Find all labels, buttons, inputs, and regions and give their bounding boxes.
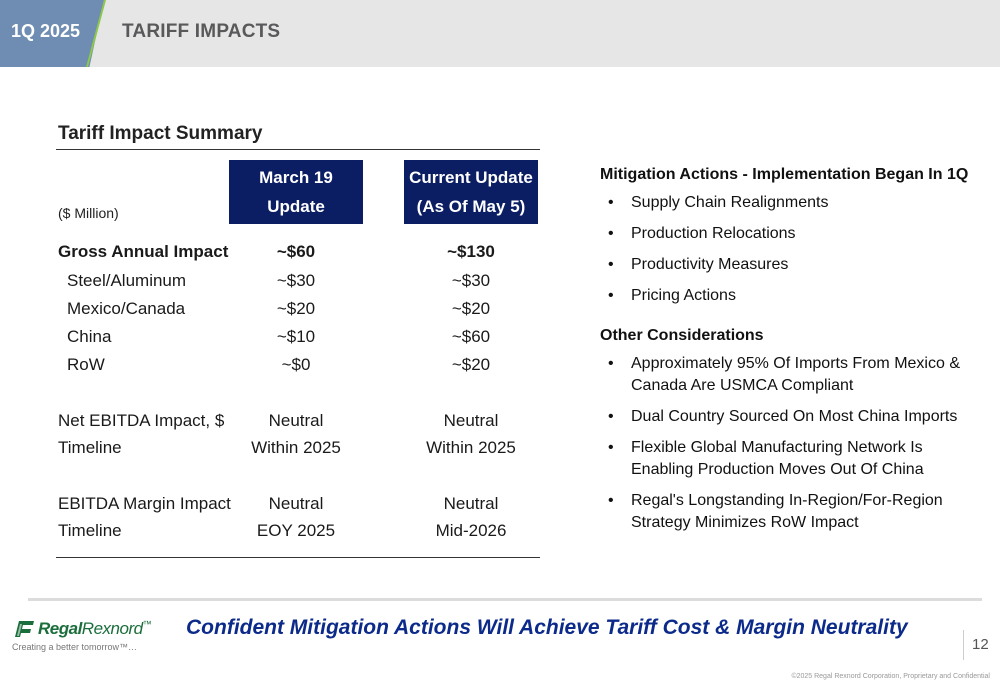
bullet-icon: • (608, 355, 614, 372)
list-item: • Pricing Actions (600, 285, 980, 307)
regal-rexnord-logo-icon (15, 621, 34, 637)
logo-word-regal: Regal (38, 619, 82, 638)
list-item-text: Canada Are USMCA Compliant (631, 377, 854, 394)
row-label: Timeline (58, 521, 122, 540)
bullet-icon: • (608, 256, 614, 273)
list-item-text: Pricing Actions (631, 287, 736, 304)
row-label: RoW (67, 355, 105, 374)
column-header-line: Current Update (409, 168, 533, 187)
list-item: • Approximately 95% Of Imports From Mexic… (600, 353, 980, 397)
row-label: Steel/Aluminum (67, 271, 187, 290)
march-19-value: Within 2025 (251, 438, 341, 457)
list-item: • Supply Chain Realignments (600, 192, 980, 214)
list-item: • Dual Country Sourced On Most China Impo… (600, 406, 980, 428)
march-19-value: ~$0 (281, 355, 311, 374)
mitigation-list: • Supply Chain Realignments • Production Re… (600, 192, 980, 307)
row-label: China (67, 327, 112, 346)
bullet-icon: • (608, 225, 614, 242)
table-row: EBITDA Margin Impact Neutral Neutral (0, 494, 560, 520)
list-item: • Regal's Longstanding In-Region/For-Regi… (600, 490, 980, 534)
march-19-value: ~$10 (276, 327, 316, 346)
table-bottom-rule (56, 557, 540, 558)
row-label: Net EBITDA Impact, $ (58, 411, 225, 430)
current-update-value: ~$20 (451, 355, 491, 374)
table-row: Timeline EOY 2025 Mid-2026 (0, 521, 560, 547)
bullet-icon: • (608, 492, 614, 509)
current-update-value: ~$60 (451, 327, 491, 346)
page-title: TARIFF IMPACTS (122, 21, 281, 42)
current-update-value: Within 2025 (426, 438, 516, 457)
list-item-text: Production Relocations (631, 225, 796, 242)
mitigation-section: Mitigation Actions - Implementation Bega… (600, 166, 980, 316)
march-19-value: ~$30 (276, 271, 316, 290)
row-label: Mexico/Canada (67, 299, 186, 318)
row-label: Gross Annual Impact (58, 242, 229, 261)
considerations-section: Other Considerations • Approximately 95% … (600, 327, 980, 543)
bullet-icon: • (608, 408, 614, 425)
table-top-rule (56, 149, 540, 150)
current-update-value: Neutral (443, 494, 499, 513)
list-item-text: Supply Chain Realignments (631, 194, 829, 211)
current-update-value: ~$130 (447, 242, 495, 261)
table-row: Gross Annual Impact ~$60 ~$130 (0, 242, 560, 268)
footer-rule (28, 598, 982, 601)
quarter-block (0, 0, 104, 67)
column-header-line: (As Of May 5) (416, 197, 526, 216)
footer-message: Confident Mitigation Actions Will Achiev… (186, 616, 908, 639)
table-row: Timeline Within 2025 Within 2025 (0, 438, 560, 464)
bullet-icon: • (608, 194, 614, 211)
bullet-icon: • (608, 439, 614, 456)
column-header-march-19: March 19 Update (229, 160, 363, 224)
list-item-text: Strategy Minimizes RoW Impact (631, 514, 859, 531)
current-update-value: ~$30 (451, 271, 491, 290)
company-logo: RegalRexnord™ (12, 618, 152, 640)
header-bar: 1Q 2025 TARIFF IMPACTS (0, 0, 1000, 67)
logo-trademark: ™ (142, 619, 152, 629)
column-header-line: March 19 Update (259, 168, 333, 216)
list-item-text: Approximately 95% Of Imports From Mexico… (631, 355, 960, 372)
copyright-notice: ©2025 Regal Rexnord Corporation, Proprie… (791, 673, 990, 680)
page-number: 12 (972, 636, 989, 653)
list-item-text: Dual Country Sourced On Most China Impor… (631, 408, 958, 425)
current-update-value: Neutral (443, 411, 499, 430)
table-title: Tariff Impact Summary (58, 123, 263, 144)
considerations-heading: Other Considerations (600, 327, 764, 344)
list-item: • Productivity Measures (600, 254, 980, 276)
bullet-icon: • (608, 287, 614, 304)
tagline: Creating a better tomorrow™… (12, 642, 138, 652)
list-item-text: Regal's Longstanding In-Region/For-Regio… (631, 492, 943, 509)
list-item: • Flexible Global Manufacturing Network I… (600, 437, 980, 481)
table-row: Mexico/Canada ~$20 ~$20 (0, 299, 560, 325)
page-number-divider (963, 630, 964, 660)
table-row: RoW ~$0 ~$20 (0, 355, 560, 381)
table-row: China ~$10 ~$60 (0, 327, 560, 353)
list-item-text: Productivity Measures (631, 256, 789, 273)
current-update-value: ~$20 (451, 299, 491, 318)
table-row: Net EBITDA Impact, $ Neutral Neutral (0, 411, 560, 437)
row-label: EBITDA Margin Impact (58, 494, 231, 513)
march-19-value: Neutral (268, 494, 324, 513)
list-item-text: Enabling Production Moves Out Of China (631, 461, 924, 478)
logo-word-rexnord: Rexnord (81, 619, 143, 638)
list-item: • Production Relocations (600, 223, 980, 245)
list-item-text: Flexible Global Manufacturing Network Is (631, 439, 923, 456)
row-label: Timeline (58, 438, 122, 457)
march-19-value: ~$60 (276, 242, 316, 261)
unit-label: ($ Million) (58, 205, 119, 221)
march-19-value: ~$20 (276, 299, 316, 318)
mitigation-heading: Mitigation Actions - Implementation Bega… (600, 166, 969, 183)
quarter-label: 1Q 2025 (11, 21, 81, 41)
table-row: Steel/Aluminum ~$30 ~$30 (0, 271, 560, 297)
logo-wordmark: RegalRexnord™ (38, 619, 152, 639)
considerations-list: • Approximately 95% Of Imports From Mexic… (600, 353, 980, 534)
march-19-value: Neutral (268, 411, 324, 430)
current-update-value: Mid-2026 (435, 521, 507, 540)
march-19-value: EOY 2025 (256, 521, 336, 540)
column-header-current: Current Update (As Of May 5) (404, 160, 538, 224)
